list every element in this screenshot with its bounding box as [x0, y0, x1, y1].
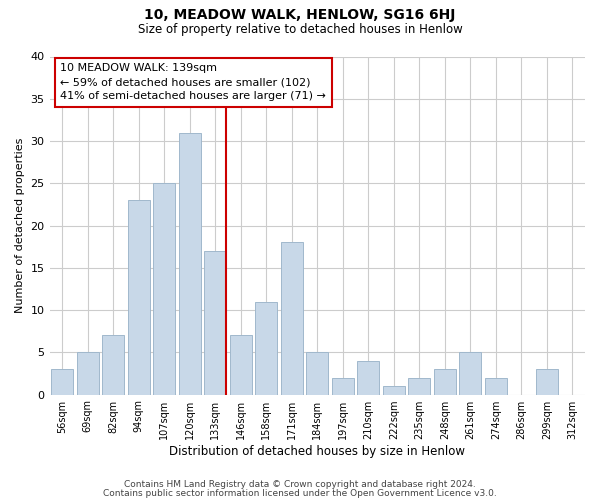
Bar — [230, 336, 251, 394]
Bar — [52, 369, 73, 394]
Bar — [536, 369, 557, 394]
Bar — [409, 378, 430, 394]
Bar — [434, 369, 455, 394]
Bar — [460, 352, 481, 395]
Bar — [332, 378, 353, 394]
Bar — [358, 361, 379, 394]
X-axis label: Distribution of detached houses by size in Henlow: Distribution of detached houses by size … — [169, 444, 465, 458]
Bar — [485, 378, 506, 394]
Bar — [179, 132, 200, 394]
Bar — [281, 242, 302, 394]
Y-axis label: Number of detached properties: Number of detached properties — [15, 138, 25, 313]
Bar — [383, 386, 404, 394]
Text: 10, MEADOW WALK, HENLOW, SG16 6HJ: 10, MEADOW WALK, HENLOW, SG16 6HJ — [145, 8, 455, 22]
Bar — [77, 352, 98, 395]
Bar — [103, 336, 124, 394]
Text: Size of property relative to detached houses in Henlow: Size of property relative to detached ho… — [137, 22, 463, 36]
Text: Contains public sector information licensed under the Open Government Licence v3: Contains public sector information licen… — [103, 488, 497, 498]
Bar — [154, 184, 175, 394]
Text: 10 MEADOW WALK: 139sqm
← 59% of detached houses are smaller (102)
41% of semi-de: 10 MEADOW WALK: 139sqm ← 59% of detached… — [60, 64, 326, 102]
Bar — [307, 352, 328, 395]
Bar — [205, 251, 226, 394]
Bar — [256, 302, 277, 394]
Text: Contains HM Land Registry data © Crown copyright and database right 2024.: Contains HM Land Registry data © Crown c… — [124, 480, 476, 489]
Bar — [128, 200, 149, 394]
